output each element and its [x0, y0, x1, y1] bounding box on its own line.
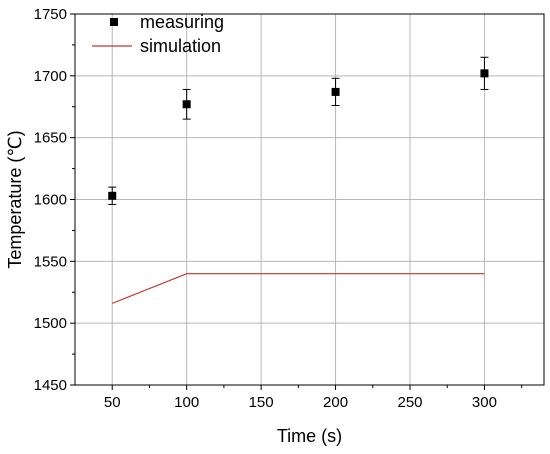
measuring-point [331, 87, 340, 96]
legend-measuring-label: measuring [140, 12, 224, 32]
y-tick-label: 1750 [34, 6, 67, 23]
series-layer [108, 56, 489, 304]
measuring-point [182, 100, 191, 109]
x-tick-label: 50 [104, 394, 121, 411]
measuring-point [108, 191, 117, 200]
y-tick-label: 1650 [34, 130, 67, 147]
y-tick-label: 1450 [34, 377, 67, 394]
y-tick-label: 1700 [34, 68, 67, 85]
measuring-point [480, 69, 489, 78]
x-tick-label: 100 [174, 394, 199, 411]
legend: measuring simulation [92, 12, 224, 56]
x-tick-label: 250 [397, 394, 422, 411]
y-tick-label: 1550 [34, 253, 67, 270]
axis-ticks: 50 100 150 200 250 300 1450 1500 1550 1600 1650 170… [34, 6, 523, 411]
x-tick-label: 200 [323, 394, 348, 411]
legend-simulation-label: simulation [140, 36, 221, 56]
legend-measuring-marker [110, 18, 118, 26]
grid-lines [75, 14, 544, 385]
y-axis-title: Temperature (℃) [5, 130, 25, 268]
x-axis-title: Time (s) [277, 426, 342, 446]
x-tick-label: 150 [249, 394, 274, 411]
x-tick-label: 300 [472, 394, 497, 411]
y-tick-label: 1500 [34, 315, 67, 332]
simulation-line [112, 273, 485, 304]
y-tick-label: 1600 [34, 192, 67, 209]
